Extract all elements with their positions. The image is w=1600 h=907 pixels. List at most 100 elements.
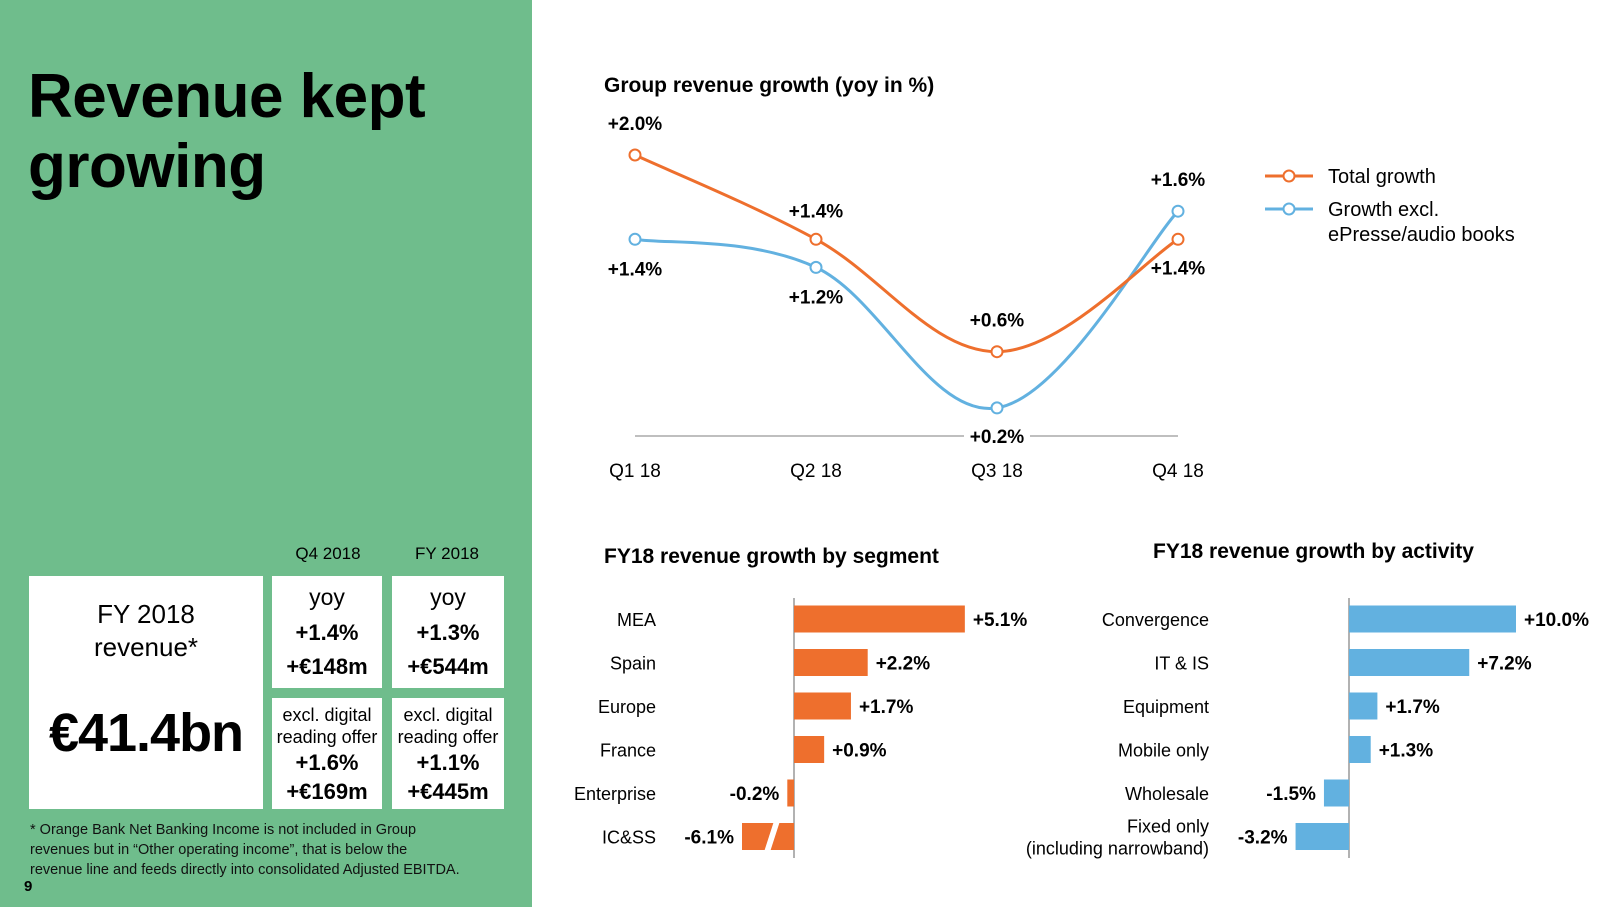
growth-excl-point — [990, 401, 1004, 415]
activity-bar — [1295, 823, 1349, 850]
legend-swatch-marker — [1282, 202, 1296, 216]
segment-value-label: -6.1% — [684, 828, 734, 849]
fy-revenue-label-line2: revenue* — [93, 632, 199, 662]
column-header-fy: FY 2018 — [415, 544, 479, 563]
activity-category-label: Mobile only — [1118, 741, 1209, 761]
footnote: * Orange Bank Net Banking Income is not … — [30, 820, 510, 880]
segment-category-label: Spain — [610, 654, 656, 674]
growth-excl-data-label: +1.6% — [1151, 170, 1206, 191]
line-chart-title: Group revenue growth (yoy in %) — [604, 74, 935, 97]
activity-value-label: -3.2% — [1238, 828, 1288, 849]
fy-yoy-box: yoy +1.3% +€544m — [392, 576, 504, 688]
fy-excl-pct: +1.1% — [416, 750, 480, 775]
activity-value-label: +10.0% — [1524, 610, 1589, 631]
x-tick-label: Q2 18 — [790, 461, 842, 482]
total-growth-data-label: +1.4% — [1151, 258, 1206, 279]
growth-excl-data-label: +0.2% — [970, 427, 1025, 448]
activity-category-label: Wholesale — [1125, 784, 1209, 804]
q4-yoy-box: yoy +1.4% +€148m — [272, 576, 382, 688]
summary-panel: Revenue kept growing Q4 2018 FY 2018 FY … — [0, 0, 532, 907]
activity-value-label: +1.3% — [1379, 741, 1434, 762]
axis-break-mark — [764, 821, 780, 852]
legend-swatch-marker — [1282, 169, 1296, 183]
x-tick-label: Q4 18 — [1152, 461, 1204, 482]
fy-revenue-label: FY 2018 revenue* — [29, 598, 263, 664]
segment-bar — [787, 779, 794, 807]
activity-bar — [1349, 649, 1470, 676]
x-tick-label: Q1 18 — [609, 461, 661, 482]
segment-category-label: France — [600, 741, 656, 761]
q4-excl-abs: +€169m — [286, 779, 368, 804]
q4-excl-line1: excl. digital — [282, 705, 372, 725]
activity-bar — [1349, 736, 1371, 763]
fy-excl-box: excl. digital reading offer +1.1% +€445m — [392, 698, 504, 809]
activity-value-label: +1.7% — [1385, 697, 1440, 718]
activity-value-label: -1.5% — [1266, 784, 1316, 805]
growth-excl-point — [628, 232, 642, 246]
q4-yoy-label: yoy — [309, 584, 345, 610]
total-growth-data-label: +0.6% — [970, 311, 1025, 332]
growth-excl-line — [634, 210, 1180, 410]
legend-label-growth-excl: Growth excl. — [1328, 199, 1439, 221]
legend-label-total-growth: Total growth — [1328, 166, 1436, 188]
activity-category-label: Fixed only — [1127, 817, 1209, 837]
fy-yoy-label: yoy — [430, 584, 466, 610]
q4-yoy-abs: +€148m — [286, 654, 368, 679]
q4-excl-pct: +1.6% — [295, 750, 359, 775]
q4-excl-box: excl. digital reading offer +1.6% +€169m — [272, 698, 382, 809]
growth-excl-point — [809, 260, 823, 274]
total-growth-data-label: +1.4% — [789, 201, 844, 222]
growth-excl-data-label: +1.4% — [608, 259, 663, 280]
total-growth-point — [628, 148, 642, 162]
fy-excl-line2: reading offer — [397, 727, 499, 747]
legend-label-growth-excl: ePresse/audio books — [1328, 224, 1515, 246]
activity-bar — [1349, 605, 1516, 633]
data-label-bg — [964, 425, 1030, 447]
total-growth-data-label: +2.0% — [608, 114, 663, 135]
activity-bar — [1323, 779, 1349, 807]
activity-bar — [1349, 692, 1378, 720]
activity-chart-title: FY18 revenue growth by activity — [1153, 540, 1474, 563]
x-tick-label: Q3 18 — [971, 461, 1023, 482]
activity-category-label: Equipment — [1123, 697, 1209, 717]
total-growth-point — [1171, 232, 1185, 246]
segment-value-label: +1.7% — [859, 697, 914, 718]
segment-bar — [794, 736, 825, 763]
fy-yoy-pct: +1.3% — [416, 620, 480, 645]
fy-revenue-box: FY 2018 revenue* €41.4bn — [29, 576, 263, 809]
fy-excl-line1: excl. digital — [403, 705, 493, 725]
segment-chart-title: FY18 revenue growth by segment — [604, 545, 939, 568]
segment-bar — [794, 605, 965, 633]
fy-yoy-abs: +€544m — [407, 654, 489, 679]
segment-value-label: -0.2% — [730, 784, 780, 805]
q4-excl-line2: reading offer — [276, 727, 378, 747]
footnote-line2: revenues but in “Other operating income”… — [30, 842, 408, 858]
segment-category-label: MEA — [617, 610, 656, 630]
segment-category-label: Enterprise — [574, 784, 656, 804]
q4-yoy-pct: +1.4% — [295, 620, 359, 645]
page-title: Revenue kept growing — [28, 62, 426, 201]
segment-value-label: +5.1% — [973, 610, 1028, 631]
growth-excl-point — [1171, 204, 1185, 218]
total-growth-point — [990, 345, 1004, 359]
activity-value-label: +7.2% — [1477, 654, 1532, 675]
footnote-line1: * Orange Bank Net Banking Income is not … — [30, 822, 417, 838]
activity-category-label: Convergence — [1102, 610, 1209, 630]
segment-category-label: IC&SS — [602, 828, 656, 848]
footnote-line3: revenue line and feeds directly into con… — [30, 862, 460, 878]
column-header-q4: Q4 2018 — [295, 544, 361, 563]
growth-excl-data-label: +1.2% — [789, 287, 844, 308]
total-growth-line — [634, 153, 1179, 354]
activity-category-label: IT & IS — [1154, 654, 1209, 674]
segment-value-label: +2.2% — [876, 654, 931, 675]
total-growth-point — [809, 232, 823, 246]
fy-excl-abs: +€445m — [407, 779, 489, 804]
fy-revenue-label-line1: FY 2018 — [97, 599, 195, 629]
fy-revenue-value: €41.4bn — [48, 703, 244, 763]
segment-bar — [794, 692, 851, 720]
segment-category-label: Europe — [598, 697, 656, 717]
segment-bar — [794, 649, 868, 676]
page-number: 9 — [24, 878, 33, 895]
activity-category-label: (including narrowband) — [1026, 839, 1209, 859]
